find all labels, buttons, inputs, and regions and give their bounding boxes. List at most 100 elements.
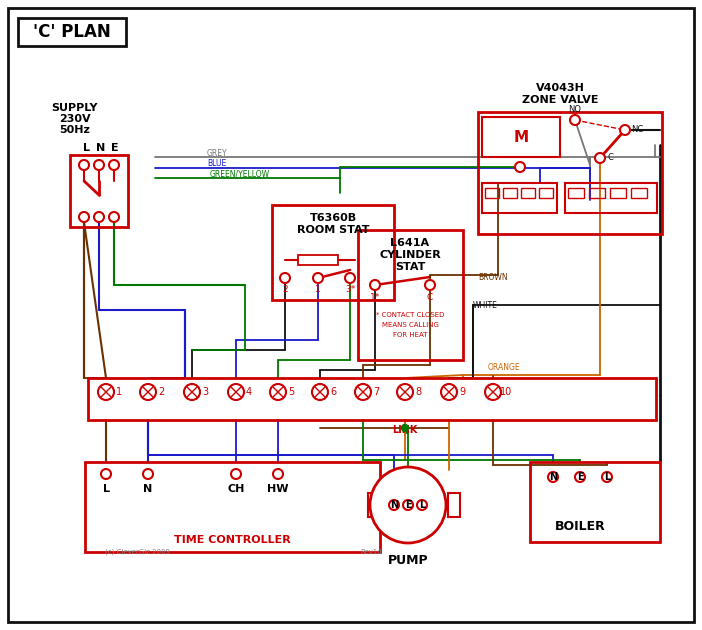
Circle shape — [389, 500, 399, 510]
Circle shape — [575, 472, 585, 482]
Text: 6: 6 — [330, 387, 336, 397]
Bar — [88, 378, 656, 420]
Bar — [589, 188, 605, 198]
Bar — [368, 493, 380, 517]
Circle shape — [370, 467, 446, 543]
Circle shape — [270, 384, 286, 400]
Circle shape — [417, 500, 427, 510]
Bar — [530, 462, 660, 542]
Circle shape — [402, 425, 409, 432]
Text: MEANS CALLING: MEANS CALLING — [382, 322, 439, 328]
Text: BROWN: BROWN — [478, 273, 508, 282]
Text: WHITE: WHITE — [473, 301, 498, 309]
Circle shape — [345, 273, 355, 283]
Circle shape — [109, 160, 119, 170]
Text: STAT: STAT — [395, 262, 425, 272]
Text: 9: 9 — [459, 387, 465, 397]
Text: 2: 2 — [158, 387, 164, 397]
Text: 'C' PLAN: 'C' PLAN — [33, 23, 111, 41]
Text: ORANGE: ORANGE — [488, 364, 521, 372]
Bar — [631, 188, 647, 198]
Text: ZONE VALVE: ZONE VALVE — [522, 95, 598, 105]
Bar — [565, 183, 657, 213]
Text: GREY: GREY — [207, 149, 227, 158]
Text: 2: 2 — [282, 285, 288, 294]
Bar — [482, 117, 560, 157]
Bar — [18, 18, 126, 46]
Text: L: L — [84, 143, 91, 153]
Text: N: N — [390, 500, 398, 510]
Text: GREEN/YELLOW: GREEN/YELLOW — [210, 169, 270, 178]
Circle shape — [273, 469, 283, 479]
Text: N: N — [549, 472, 557, 482]
Text: 10: 10 — [500, 387, 512, 397]
Circle shape — [602, 472, 612, 482]
Circle shape — [101, 469, 111, 479]
Circle shape — [94, 160, 104, 170]
Text: M: M — [513, 130, 529, 144]
Circle shape — [313, 273, 323, 283]
Circle shape — [485, 384, 501, 400]
Text: 8: 8 — [415, 387, 421, 397]
Circle shape — [595, 153, 605, 163]
Text: N: N — [96, 143, 105, 153]
Circle shape — [425, 280, 435, 290]
Bar — [539, 188, 553, 198]
Text: FOR HEAT: FOR HEAT — [392, 332, 428, 338]
Circle shape — [403, 500, 413, 510]
Text: N: N — [143, 484, 152, 494]
Text: 1: 1 — [315, 285, 321, 294]
Circle shape — [143, 469, 153, 479]
Text: (c) CleverGiz 2009: (c) CleverGiz 2009 — [105, 549, 170, 555]
Text: ROOM STAT: ROOM STAT — [297, 225, 369, 235]
Text: L: L — [419, 500, 425, 510]
Text: 1: 1 — [116, 387, 122, 397]
Text: NC: NC — [631, 125, 643, 134]
Text: V4043H: V4043H — [536, 83, 585, 93]
Text: 3: 3 — [202, 387, 208, 397]
Text: Rev1d: Rev1d — [360, 549, 382, 555]
Text: T6360B: T6360B — [310, 213, 357, 223]
Circle shape — [94, 212, 104, 222]
Text: LINK: LINK — [392, 425, 418, 435]
Circle shape — [184, 384, 200, 400]
Bar — [478, 112, 662, 234]
Text: 230V: 230V — [59, 114, 91, 124]
Text: 5: 5 — [288, 387, 294, 397]
Circle shape — [228, 384, 244, 400]
Circle shape — [79, 212, 89, 222]
Bar — [610, 188, 626, 198]
Text: * CONTACT CLOSED: * CONTACT CLOSED — [376, 312, 444, 318]
Circle shape — [570, 115, 580, 125]
Text: HW: HW — [267, 484, 289, 494]
Text: BOILER: BOILER — [555, 520, 605, 534]
Bar — [358, 230, 463, 360]
Circle shape — [231, 469, 241, 479]
Circle shape — [370, 280, 380, 290]
Text: L641A: L641A — [390, 238, 430, 248]
Circle shape — [548, 472, 558, 482]
Text: BLUE: BLUE — [207, 159, 226, 168]
Bar — [272, 205, 394, 300]
Bar — [568, 188, 584, 198]
Bar — [448, 493, 460, 517]
Text: NO: NO — [569, 105, 581, 115]
Text: 3*: 3* — [345, 285, 355, 294]
Text: L: L — [604, 472, 610, 482]
Text: CYLINDER: CYLINDER — [379, 250, 441, 260]
Circle shape — [98, 384, 114, 400]
Text: PUMP: PUMP — [388, 554, 428, 566]
Text: CH: CH — [227, 484, 245, 494]
Circle shape — [515, 162, 525, 172]
Text: E: E — [404, 500, 411, 510]
Circle shape — [109, 212, 119, 222]
Text: L: L — [102, 484, 110, 494]
Text: 50Hz: 50Hz — [60, 125, 91, 135]
Bar — [485, 188, 499, 198]
Circle shape — [280, 273, 290, 283]
Text: 1*: 1* — [370, 292, 380, 302]
Circle shape — [140, 384, 156, 400]
Text: C: C — [427, 292, 433, 302]
Circle shape — [397, 384, 413, 400]
Text: E: E — [576, 472, 583, 482]
